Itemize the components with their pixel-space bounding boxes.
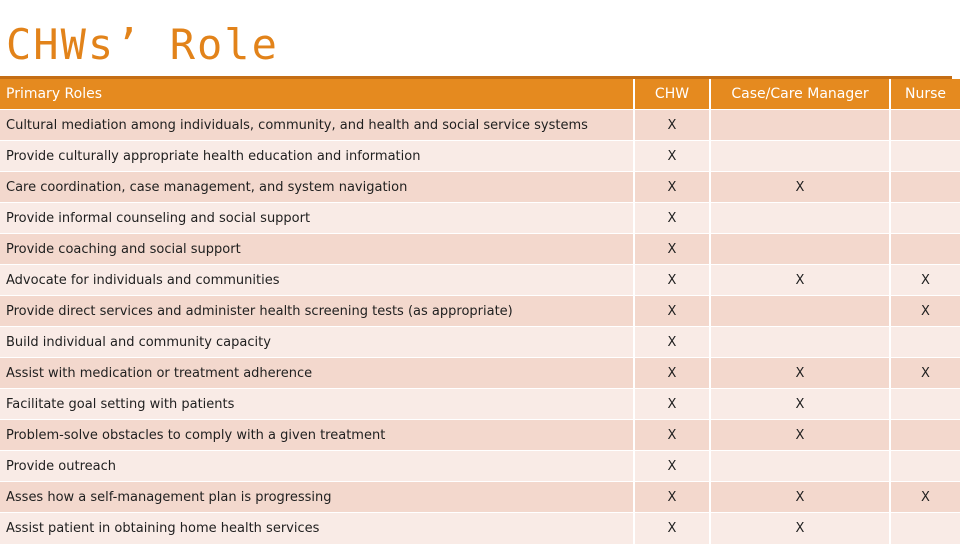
case-manager-cell: X xyxy=(709,264,890,296)
header-chw: CHW xyxy=(633,79,710,110)
role-cell: Advocate for individuals and communities xyxy=(0,264,634,296)
case-manager-cell xyxy=(709,326,890,358)
table-row: Provide direct services and administer h… xyxy=(0,295,960,327)
role-cell: Provide direct services and administer h… xyxy=(0,295,634,327)
chw-cell: X xyxy=(633,388,710,420)
nurse-cell xyxy=(889,171,960,203)
nurse-cell xyxy=(889,233,960,265)
role-cell: Provide outreach xyxy=(0,450,634,482)
role-cell: Provide culturally appropriate health ed… xyxy=(0,140,634,172)
chw-cell: X xyxy=(633,264,710,296)
chw-cell: X xyxy=(633,512,710,544)
chw-cell: X xyxy=(633,419,710,451)
role-cell: Assist patient in obtaining home health … xyxy=(0,512,634,544)
case-manager-cell xyxy=(709,140,890,172)
chw-cell: X xyxy=(633,450,710,482)
chw-cell: X xyxy=(633,295,710,327)
case-manager-cell xyxy=(709,233,890,265)
nurse-cell xyxy=(889,202,960,234)
table-row: Facilitate goal setting with patients X … xyxy=(0,388,960,420)
case-manager-cell: X xyxy=(709,481,890,513)
case-manager-cell: X xyxy=(709,512,890,544)
chw-cell: X xyxy=(633,326,710,358)
table-row: Provide informal counseling and social s… xyxy=(0,202,960,234)
header-primary-roles: Primary Roles xyxy=(0,79,634,110)
case-manager-cell: X xyxy=(709,419,890,451)
role-cell: Problem-solve obstacles to comply with a… xyxy=(0,419,634,451)
table-header-row: Primary Roles CHW Case/Care Manager Nurs… xyxy=(0,79,960,110)
role-cell: Asses how a self-management plan is prog… xyxy=(0,481,634,513)
table-row: Provide culturally appropriate health ed… xyxy=(0,140,960,172)
chw-cell: X xyxy=(633,171,710,203)
table-row: Assist with medication or treatment adhe… xyxy=(0,357,960,389)
title-divider xyxy=(0,76,952,79)
case-manager-cell xyxy=(709,295,890,327)
nurse-cell: X xyxy=(889,295,960,327)
nurse-cell: X xyxy=(889,357,960,389)
chw-cell: X xyxy=(633,202,710,234)
chw-cell: X xyxy=(633,357,710,389)
nurse-cell xyxy=(889,388,960,420)
table-row: Advocate for individuals and communities… xyxy=(0,264,960,296)
nurse-cell xyxy=(889,512,960,544)
page-title: CHWs’ Role xyxy=(6,20,279,69)
nurse-cell xyxy=(889,326,960,358)
role-cell: Provide informal counseling and social s… xyxy=(0,202,634,234)
chw-cell: X xyxy=(633,481,710,513)
case-manager-cell xyxy=(709,202,890,234)
roles-table: Primary Roles CHW Case/Care Manager Nurs… xyxy=(0,79,960,544)
case-manager-cell xyxy=(709,450,890,482)
nurse-cell xyxy=(889,419,960,451)
role-cell: Care coordination, case management, and … xyxy=(0,171,634,203)
table-row: Provide outreach X xyxy=(0,450,960,482)
case-manager-cell: X xyxy=(709,171,890,203)
header-case-care-manager: Case/Care Manager xyxy=(709,79,890,110)
nurse-cell xyxy=(889,140,960,172)
table-row: Assist patient in obtaining home health … xyxy=(0,512,960,544)
nurse-cell xyxy=(889,450,960,482)
case-manager-cell xyxy=(709,109,890,141)
role-cell: Provide coaching and social support xyxy=(0,233,634,265)
role-cell: Cultural mediation among individuals, co… xyxy=(0,109,634,141)
case-manager-cell: X xyxy=(709,388,890,420)
chw-cell: X xyxy=(633,140,710,172)
role-cell: Build individual and community capacity xyxy=(0,326,634,358)
nurse-cell: X xyxy=(889,481,960,513)
role-cell: Assist with medication or treatment adhe… xyxy=(0,357,634,389)
case-manager-cell: X xyxy=(709,357,890,389)
role-cell: Facilitate goal setting with patients xyxy=(0,388,634,420)
nurse-cell: X xyxy=(889,264,960,296)
table-row: Problem-solve obstacles to comply with a… xyxy=(0,419,960,451)
nurse-cell xyxy=(889,109,960,141)
header-nurse: Nurse xyxy=(889,79,960,110)
table-row: Build individual and community capacity … xyxy=(0,326,960,358)
table-row: Asses how a self-management plan is prog… xyxy=(0,481,960,513)
table-row: Care coordination, case management, and … xyxy=(0,171,960,203)
table-row: Cultural mediation among individuals, co… xyxy=(0,109,960,141)
chw-cell: X xyxy=(633,233,710,265)
table-row: Provide coaching and social support X xyxy=(0,233,960,265)
chw-cell: X xyxy=(633,109,710,141)
